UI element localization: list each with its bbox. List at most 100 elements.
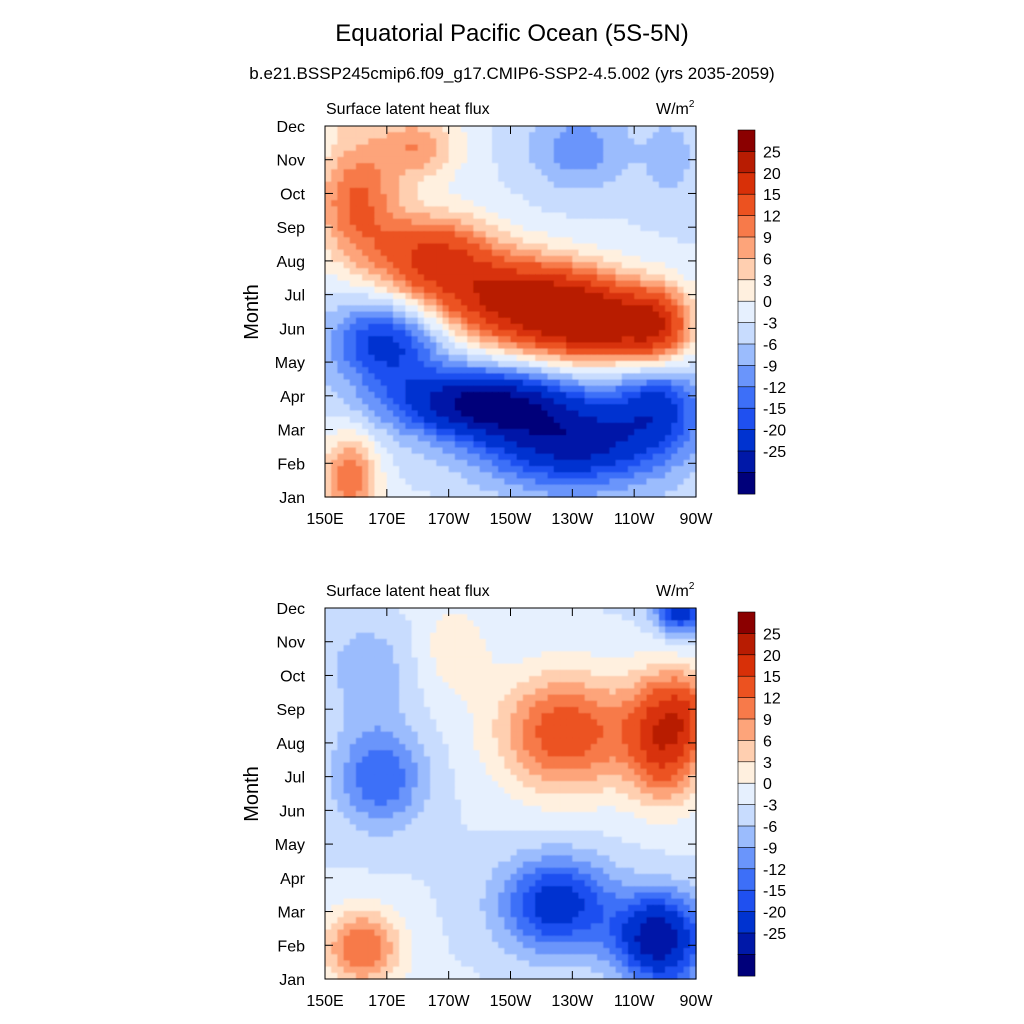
heat-cell [355, 694, 363, 702]
heat-cell [479, 262, 487, 269]
heat-cell [436, 169, 444, 177]
heat-cell [665, 132, 672, 139]
heat-cell [529, 737, 536, 745]
heat-cell [491, 212, 499, 220]
heat-cell [677, 651, 685, 659]
heat-cell [393, 435, 400, 442]
heat-cell [510, 336, 518, 344]
heat-cell [504, 645, 512, 652]
heat-cell [331, 614, 338, 621]
heat-cell [380, 138, 388, 146]
heat-cell [541, 466, 549, 473]
heat-cell [405, 181, 413, 189]
heat-cell [448, 428, 456, 436]
heat-cell [423, 206, 431, 214]
heat-cell [448, 280, 456, 288]
heat-cell [553, 218, 561, 226]
heat-cell [665, 311, 672, 319]
heat-cell [485, 348, 493, 356]
heat-cell [442, 385, 450, 393]
heat-cell [553, 441, 561, 449]
heat-cell [683, 243, 691, 251]
heat-cell [362, 336, 369, 344]
heat-cell [640, 194, 648, 201]
heat-cell [461, 336, 468, 344]
heat-cell [454, 262, 462, 269]
heat-cell [485, 231, 493, 238]
heat-cell [337, 194, 345, 201]
heat-cell [529, 379, 536, 387]
heat-cell [405, 404, 413, 412]
heat-cell [677, 669, 685, 677]
heat-cell [423, 237, 431, 245]
heat-cell [510, 706, 518, 714]
heat-cell [473, 360, 481, 368]
heat-cell [491, 367, 499, 374]
heat-cell [590, 447, 598, 455]
heat-cell [658, 731, 666, 739]
colorbar-label: -20 [763, 423, 786, 440]
heat-cell [405, 466, 413, 473]
heat-cell [516, 669, 524, 677]
heat-cell [683, 231, 691, 238]
heat-cell [374, 268, 382, 275]
heat-cell [609, 410, 617, 418]
heat-cell [646, 478, 654, 486]
heat-cell [689, 156, 697, 164]
heat-cell [461, 218, 468, 226]
heat-cell [566, 330, 573, 337]
heat-cell [343, 410, 351, 418]
heat-cell [454, 410, 462, 418]
heat-cell [658, 422, 666, 430]
heat-cell [417, 713, 425, 720]
heat-cell [467, 212, 474, 220]
heat-cell [590, 212, 598, 220]
heat-cell [349, 138, 357, 146]
heat-cell [491, 249, 499, 257]
heat-cell [559, 274, 567, 282]
heat-cell [325, 466, 332, 473]
heat-cell [430, 330, 437, 337]
heat-cell [393, 330, 400, 337]
heat-cell [590, 126, 598, 133]
heat-cell [652, 645, 660, 652]
heat-cell [547, 274, 555, 282]
heat-cell [405, 138, 413, 146]
heat-cell [646, 311, 654, 319]
heat-cell [529, 274, 536, 282]
heat-cell [516, 305, 524, 313]
heat-cell [461, 441, 468, 449]
heat-cell [597, 305, 604, 313]
heat-cell [516, 181, 524, 189]
heat-cell [559, 342, 567, 350]
heat-cell [411, 138, 419, 146]
heat-cell [658, 187, 666, 195]
heat-cell [386, 175, 394, 183]
heat-cell [498, 311, 505, 319]
heat-cell [566, 231, 573, 238]
heat-cell [621, 422, 629, 430]
heat-cell [362, 725, 369, 733]
heat-cell [615, 669, 623, 677]
heat-cell [430, 682, 437, 689]
heat-cell [430, 305, 437, 313]
heat-cell [430, 280, 437, 288]
heat-cell [671, 725, 679, 733]
heat-cell [535, 156, 543, 164]
heat-cell [448, 126, 456, 133]
heat-cell [547, 323, 555, 331]
heat-cell [368, 638, 376, 646]
heat-cell [454, 620, 462, 628]
heat-cell [572, 299, 580, 306]
heat-cell [467, 126, 474, 133]
heat-cell [479, 150, 487, 158]
heat-cell [448, 472, 456, 480]
heat-cell [671, 391, 679, 399]
heat-cell [331, 688, 338, 696]
heat-cell [603, 626, 611, 634]
heat-cell [603, 645, 611, 652]
heat-cell [442, 373, 450, 381]
heat-cell [349, 373, 357, 381]
heat-cell [355, 620, 363, 628]
heat-cell [417, 719, 425, 727]
